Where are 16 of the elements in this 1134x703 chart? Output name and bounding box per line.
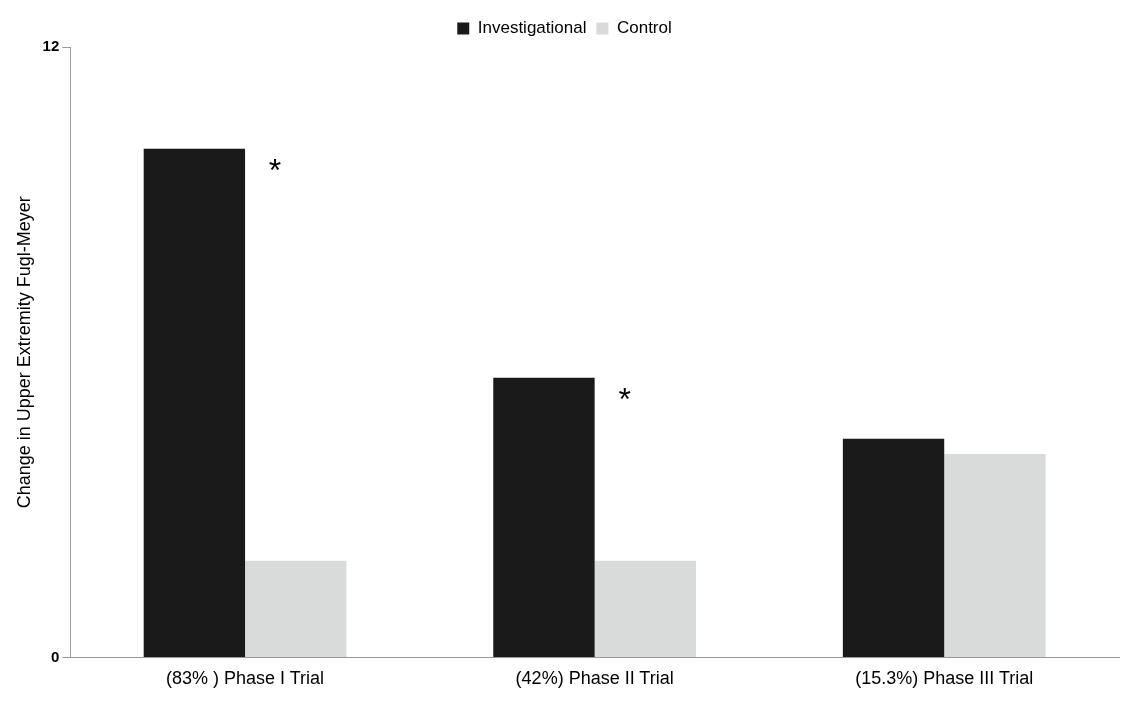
bar (944, 453, 1046, 657)
y-tick-label: 0 (50, 647, 60, 665)
y-axis-title: Change in Upper Extremity Fugl-Meyer (13, 196, 34, 509)
x-tick-label: (42%) Phase II Trial (515, 668, 674, 689)
legend-label: Investigational (477, 18, 587, 38)
bar (594, 560, 697, 657)
annotation: * (618, 380, 631, 417)
bar (842, 438, 945, 657)
legend-label: Control (616, 18, 672, 38)
x-tick-label: (83% ) Phase I Trial (166, 668, 325, 689)
x-tick-label: (15.3%) Phase III Trial (855, 668, 1034, 689)
bar (245, 560, 347, 657)
y-tick-label: 12 (42, 37, 60, 55)
annotation: * (268, 151, 282, 188)
bar (143, 148, 246, 657)
bar (493, 377, 595, 657)
